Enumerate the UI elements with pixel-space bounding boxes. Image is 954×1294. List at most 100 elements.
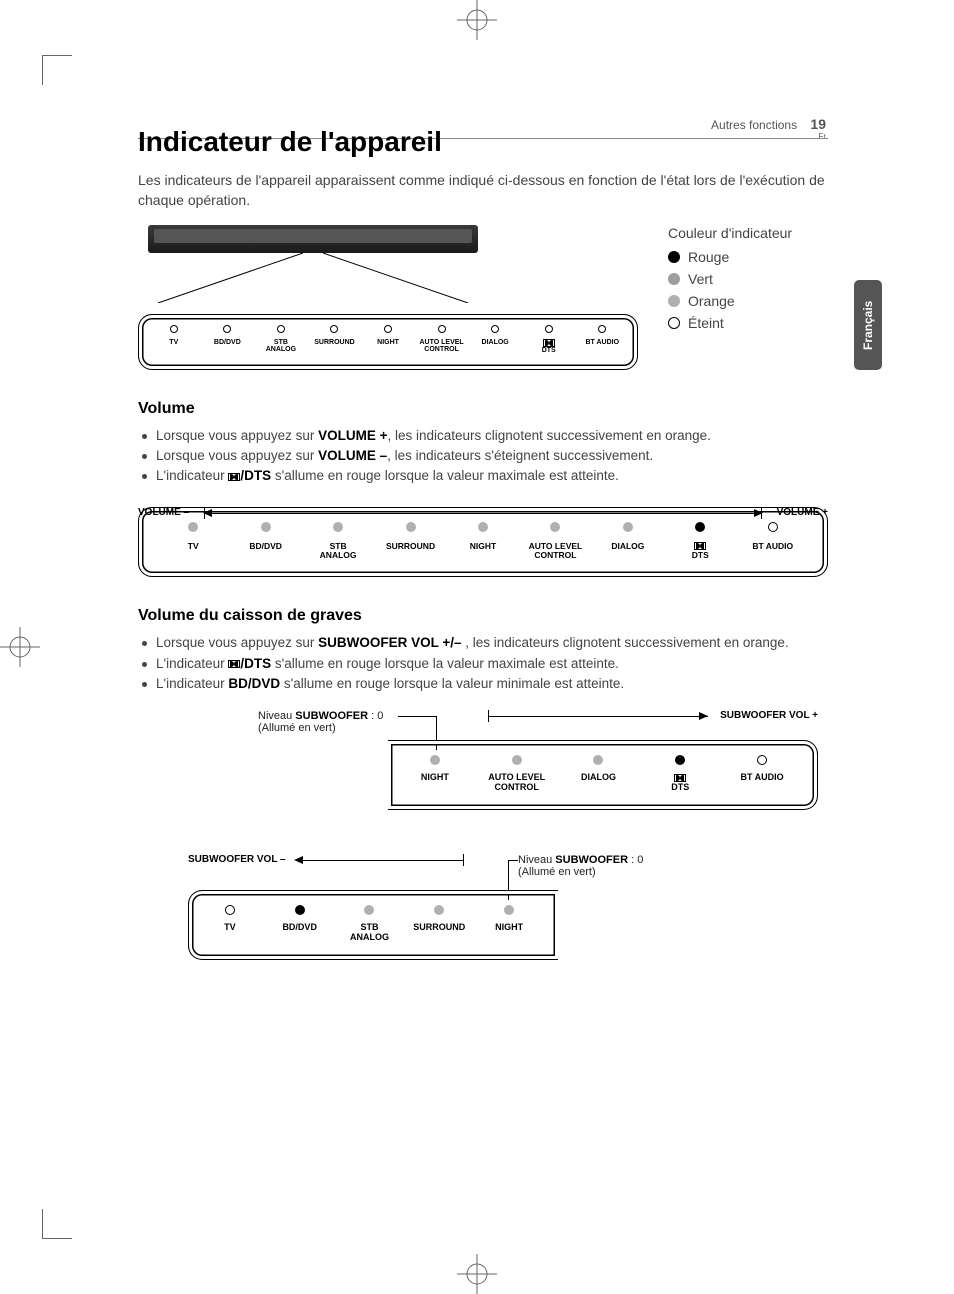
callout-lines	[148, 253, 478, 303]
led-icon	[491, 325, 499, 333]
dolby-icon	[228, 660, 240, 668]
indicator-cell: STBANALOG	[335, 905, 405, 943]
subwoofer-minus-label: SUBWOOFER VOL –	[188, 854, 286, 865]
legend-label: Vert	[688, 271, 713, 287]
legend-label: Éteint	[688, 315, 724, 331]
indicator-cell: DTS	[664, 522, 736, 561]
registration-mark	[457, 0, 497, 40]
led-icon	[768, 522, 778, 532]
bullet-item: L'indicateur /DTS s'allume en rouge lors…	[142, 654, 828, 674]
volume-indicator-panel: TVBD/DVDSTBANALOGSURROUNDNIGHTAUTO LEVEL…	[138, 507, 828, 578]
dolby-icon	[228, 473, 240, 481]
indicator-cell: BT AUDIO	[737, 522, 809, 551]
volume-figure: VOLUME – VOLUME + TVBD/DVDSTBANALOGSURRO…	[138, 507, 828, 578]
volume-heading: Volume	[138, 400, 828, 418]
device-figure: TVBD/DVDSTBANALOGSURROUNDNIGHTAUTO LEVEL…	[138, 225, 638, 370]
led-icon	[406, 522, 416, 532]
indicator-cell: NIGHT	[447, 522, 519, 551]
indicator-cell: NIGHT	[394, 755, 476, 783]
led-icon	[295, 905, 305, 915]
indicator-cell: DIALOG	[558, 755, 640, 783]
volume-bullets: Lorsque vous appuyez sur VOLUME +, les i…	[138, 426, 828, 487]
bullet-item: L'indicateur BD/DVD s'allume en rouge lo…	[142, 674, 828, 694]
led-icon	[593, 755, 603, 765]
led-icon	[675, 755, 685, 765]
indicator-cell: DTS	[639, 755, 721, 793]
led-icon	[333, 522, 343, 532]
indicator-cell: SURROUND	[374, 522, 446, 551]
led-icon	[430, 755, 440, 765]
arrow-line	[488, 716, 708, 717]
indicator-panel: TVBD/DVDSTBANALOGSURROUNDNIGHTAUTO LEVEL…	[138, 314, 638, 370]
subwoofer-panel-right: NIGHTAUTO LEVELCONTROLDIALOGDTSBT AUDIO	[388, 740, 818, 810]
indicator-cell: BD/DVD	[201, 325, 255, 347]
indicator-cell: TV	[195, 905, 265, 933]
crop-mark	[42, 55, 72, 85]
led-icon	[695, 522, 705, 532]
led-icon	[478, 522, 488, 532]
indicator-cell: TV	[147, 325, 201, 347]
dolby-icon	[674, 774, 686, 782]
subwoofer-figure-plus: Niveau SUBWOOFER : 0 (Allumé en vert) SU…	[258, 710, 818, 830]
led-icon	[598, 325, 606, 333]
color-legend: Couleur d'indicateur Rouge Vert Orange É…	[668, 225, 792, 337]
led-icon	[623, 522, 633, 532]
led-icon	[438, 325, 446, 333]
led-icon	[277, 325, 285, 333]
led-icon	[330, 325, 338, 333]
arrow-line	[204, 513, 762, 514]
subwoofer-bullets: Lorsque vous appuyez sur SUBWOOFER VOL +…	[138, 633, 828, 694]
intro-text: Les indicateurs de l'appareil apparaisse…	[138, 170, 828, 211]
indicator-cell: STBANALOG	[302, 522, 374, 561]
subwoofer-figure-minus: SUBWOOFER VOL – Niveau SUBWOOFER : 0 (Al…	[188, 854, 748, 994]
soundbar-illustration	[148, 225, 478, 253]
bullet-item: Lorsque vous appuyez sur VOLUME –, les i…	[142, 446, 828, 466]
indicator-cell: SURROUND	[404, 905, 474, 933]
led-icon	[225, 905, 235, 915]
led-icon	[384, 325, 392, 333]
subwoofer-plus-label: SUBWOOFER VOL +	[720, 710, 818, 721]
led-icon	[188, 522, 198, 532]
arrow-line	[303, 860, 463, 861]
bullet-item: Lorsque vous appuyez sur SUBWOOFER VOL +…	[142, 633, 828, 653]
indicator-cell: DIALOG	[592, 522, 664, 551]
led-icon	[550, 522, 560, 532]
registration-mark	[0, 627, 40, 667]
led-icon	[364, 905, 374, 915]
volume-minus-label: VOLUME –	[138, 507, 189, 518]
dot-off-icon	[668, 317, 680, 329]
registration-mark	[457, 1254, 497, 1294]
dot-orange-icon	[668, 295, 680, 307]
led-icon	[223, 325, 231, 333]
page-title: Indicateur de l'appareil	[138, 126, 828, 158]
subwoofer-zero-note: Niveau SUBWOOFER : 0 (Allumé en vert)	[258, 710, 383, 734]
indicator-cell: STBANALOG	[254, 325, 308, 354]
dot-red-icon	[668, 251, 680, 263]
subwoofer-panel-left: TVBD/DVDSTBANALOGSURROUNDNIGHT	[188, 890, 558, 960]
indicator-cell: AUTO LEVELCONTROL	[519, 522, 591, 561]
indicator-cell: SURROUND	[308, 325, 362, 347]
subwoofer-heading: Volume du caisson de graves	[138, 607, 828, 625]
indicator-cell: NIGHT	[474, 905, 544, 933]
crop-mark	[42, 1209, 72, 1239]
indicator-cell: AUTO LEVELCONTROL	[476, 755, 558, 793]
indicator-cell: BT AUDIO	[576, 325, 630, 347]
indicator-cell: DTS	[522, 325, 576, 355]
legend-title: Couleur d'indicateur	[668, 225, 792, 241]
led-icon	[545, 325, 553, 333]
indicator-cell: BD/DVD	[265, 905, 335, 933]
legend-label: Rouge	[688, 249, 729, 265]
legend-label: Orange	[688, 293, 735, 309]
led-icon	[504, 905, 514, 915]
bullet-item: Lorsque vous appuyez sur VOLUME +, les i…	[142, 426, 828, 446]
language-tab: Français	[854, 280, 882, 370]
volume-plus-label: VOLUME +	[777, 507, 828, 518]
led-icon	[512, 755, 522, 765]
indicator-cell: BD/DVD	[229, 522, 301, 551]
indicator-cell: DIALOG	[468, 325, 522, 347]
dolby-icon	[543, 339, 555, 347]
bullet-item: L'indicateur /DTS s'allume en rouge lors…	[142, 466, 828, 486]
led-icon	[170, 325, 178, 333]
indicator-cell: BT AUDIO	[721, 755, 803, 783]
subwoofer-zero-note: Niveau SUBWOOFER : 0 (Allumé en vert)	[518, 854, 643, 878]
